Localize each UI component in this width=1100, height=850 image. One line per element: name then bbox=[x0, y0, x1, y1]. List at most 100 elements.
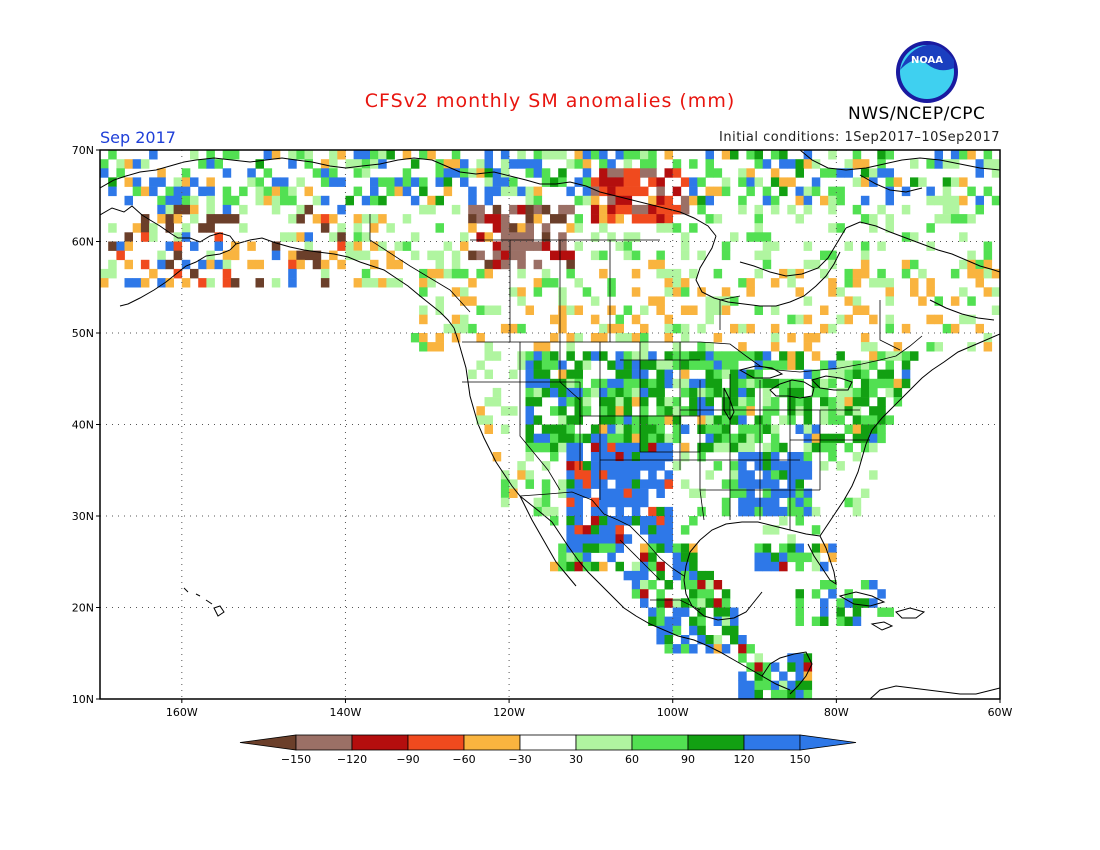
anomaly-cell bbox=[525, 387, 534, 398]
anomaly-cell bbox=[631, 333, 641, 343]
anomaly-cell bbox=[754, 461, 763, 471]
anomaly-cell bbox=[730, 635, 739, 645]
anomaly-cell bbox=[820, 415, 829, 425]
anomaly-cell bbox=[476, 159, 485, 169]
anomaly-cell bbox=[198, 159, 207, 169]
anomaly-cell bbox=[451, 168, 461, 178]
legend-swatch bbox=[463, 734, 521, 751]
anomaly-cell bbox=[795, 406, 804, 416]
anomaly-cell bbox=[656, 305, 665, 315]
anomaly-cell bbox=[860, 195, 870, 206]
map-title: CFSv2 monthly SM anomalies (mm) bbox=[364, 90, 736, 112]
anomaly-cell bbox=[672, 415, 682, 425]
anomaly-cell bbox=[239, 186, 248, 197]
anomaly-cell bbox=[697, 397, 706, 407]
anomaly-cell bbox=[746, 186, 755, 197]
anomaly-cell bbox=[271, 250, 281, 261]
legend-swatch bbox=[743, 734, 801, 751]
anomaly-cell bbox=[607, 516, 616, 526]
anomaly-cell bbox=[705, 589, 714, 599]
anomaly-cell bbox=[893, 177, 903, 187]
anomaly-cell bbox=[689, 406, 698, 416]
anomaly-cell bbox=[656, 204, 665, 215]
anomaly-cell bbox=[770, 525, 780, 535]
anomaly-cell bbox=[713, 168, 723, 178]
anomaly-cell bbox=[754, 452, 763, 462]
anomaly-cell bbox=[288, 214, 297, 224]
anomaly-cell bbox=[680, 360, 690, 370]
anomaly-cell bbox=[721, 479, 731, 489]
anomaly-cell bbox=[214, 214, 223, 224]
anomaly-cell bbox=[345, 159, 354, 169]
anomaly-cell bbox=[288, 259, 297, 270]
anomaly-cell bbox=[271, 241, 281, 251]
anomaly-cell bbox=[746, 689, 755, 699]
anomaly-cell bbox=[934, 214, 943, 224]
anomaly-cell bbox=[599, 351, 608, 361]
anomaly-cell bbox=[885, 287, 894, 297]
anomaly-cell bbox=[533, 195, 543, 206]
anomaly-cell bbox=[705, 470, 714, 480]
anomaly-cell bbox=[738, 351, 747, 361]
anomaly-cell bbox=[656, 259, 665, 270]
anomaly-cell bbox=[190, 195, 199, 206]
anomaly-cell bbox=[541, 378, 551, 389]
anomaly-cell bbox=[451, 204, 461, 215]
anomaly-cell bbox=[558, 397, 567, 407]
anomaly-cell bbox=[525, 223, 534, 233]
anomaly-cell bbox=[795, 516, 804, 526]
anomaly-cell bbox=[680, 351, 690, 361]
anomaly-cell bbox=[574, 516, 583, 526]
anomaly-cell bbox=[713, 424, 723, 434]
anomaly-cell bbox=[361, 168, 371, 178]
anomaly-cell bbox=[222, 250, 232, 261]
anomaly-cell bbox=[492, 305, 502, 315]
anomaly-cell bbox=[492, 223, 502, 233]
anomaly-cell bbox=[574, 534, 583, 544]
anomaly-cell bbox=[648, 150, 657, 160]
anomaly-cell bbox=[631, 268, 641, 279]
anomaly-cell bbox=[934, 159, 943, 169]
anomaly-cell bbox=[623, 387, 633, 398]
anomaly-cell bbox=[926, 223, 935, 233]
anomaly-cell bbox=[631, 360, 641, 370]
anomaly-cell bbox=[820, 397, 829, 407]
anomaly-cell bbox=[484, 305, 493, 315]
anomaly-cell bbox=[705, 296, 714, 306]
anomaly-cell bbox=[762, 195, 772, 206]
anomaly-cell bbox=[820, 195, 829, 206]
anomaly-cell bbox=[468, 223, 477, 233]
valid-month-label: Sep 2017 bbox=[100, 128, 176, 147]
anomaly-cell bbox=[181, 195, 191, 206]
anomaly-cell bbox=[680, 333, 690, 343]
anomaly-cell bbox=[664, 333, 673, 343]
anomaly-cell bbox=[959, 314, 968, 325]
anomaly-cell bbox=[705, 635, 714, 645]
anomaly-cell bbox=[599, 159, 608, 169]
anomaly-cell bbox=[746, 323, 755, 334]
anomaly-cell bbox=[500, 323, 510, 334]
anomaly-cell bbox=[419, 278, 428, 288]
anomaly-cell bbox=[410, 232, 420, 242]
anomaly-cell bbox=[623, 168, 633, 178]
anomaly-cell bbox=[795, 470, 804, 480]
anomaly-cell bbox=[648, 561, 657, 572]
anomaly-cell bbox=[787, 204, 796, 215]
anomaly-cell bbox=[550, 360, 559, 370]
anomaly-cell bbox=[361, 232, 371, 242]
anomaly-cell bbox=[770, 305, 780, 315]
anomaly-cell bbox=[942, 177, 952, 187]
anomaly-cell bbox=[607, 287, 616, 297]
legend-arrow-low bbox=[239, 734, 297, 751]
anomaly-cell bbox=[140, 232, 150, 242]
anomaly-cell bbox=[582, 168, 592, 178]
anomaly-cell bbox=[942, 214, 952, 224]
anomaly-cell bbox=[852, 296, 862, 306]
anomaly-cell bbox=[787, 689, 796, 699]
anomaly-cell bbox=[337, 150, 346, 160]
anomaly-cell bbox=[738, 644, 747, 654]
anomaly-cell bbox=[770, 342, 780, 352]
anomaly-cell bbox=[541, 241, 551, 251]
anomaly-cell bbox=[852, 616, 862, 626]
anomaly-cell bbox=[705, 351, 714, 361]
